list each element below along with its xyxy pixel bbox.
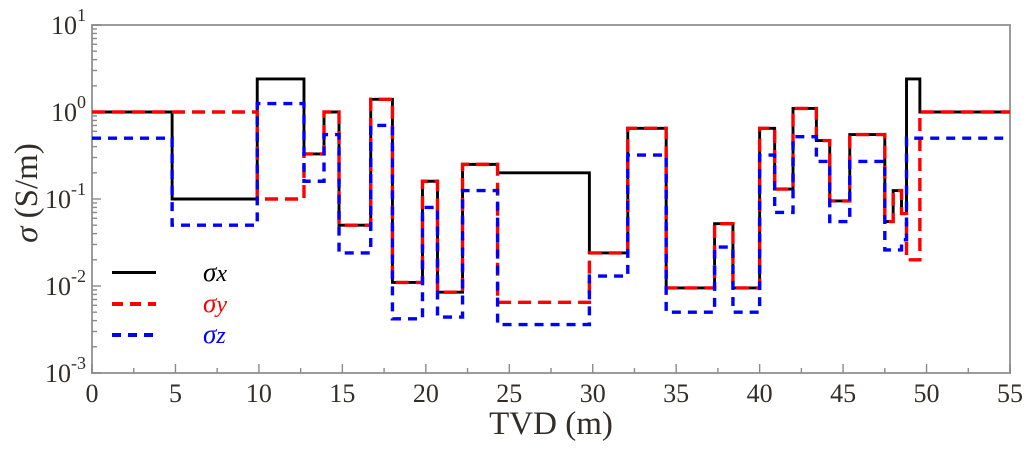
legend-item-sigma-z: σz xyxy=(112,319,227,350)
y-axis-label: σ (S/m) xyxy=(9,107,51,279)
x-tick-label: 55 xyxy=(997,379,1023,408)
series-sigma-x xyxy=(92,77,1010,294)
x-axis-label: TVD (m) xyxy=(489,406,613,442)
legend-line-sample-dashed-blue xyxy=(112,332,156,337)
x-tick-label: 20 xyxy=(413,379,439,408)
x-tick-label: 10 xyxy=(246,379,272,408)
legend-item-sigma-x: σx xyxy=(112,257,227,288)
series-sigma-z xyxy=(92,101,1010,327)
x-tick-label: 15 xyxy=(329,379,355,408)
y-axis-units: (S/m) xyxy=(9,143,45,227)
axis-tick-labels: 0 5 10 15 20 25 30 35 40 45 50 55 101 100 10-1 10-2 10-3 xyxy=(45,5,1023,408)
y-tick-label: 10-2 xyxy=(45,266,86,301)
legend-label-sigma-x: σx xyxy=(203,257,227,287)
y-tick-label: 10-1 xyxy=(45,179,86,214)
legend-item-sigma-y: σy xyxy=(112,288,227,319)
y-tick-label: 100 xyxy=(51,92,86,127)
legend-label-sigma-y: σy xyxy=(203,288,227,318)
x-tick-label: 25 xyxy=(496,379,522,408)
x-tick-label: 5 xyxy=(169,379,182,408)
x-tick-label: 0 xyxy=(86,379,99,408)
axis-ticks xyxy=(91,24,1011,374)
legend: σx σy σz xyxy=(112,257,227,350)
series-sigma-y xyxy=(92,97,1010,304)
x-tick-label: 35 xyxy=(663,379,689,408)
x-tick-label: 40 xyxy=(747,379,773,408)
legend-line-sample-solid xyxy=(112,271,156,274)
y-tick-label: 10-3 xyxy=(45,353,86,388)
x-tick-label: 45 xyxy=(830,379,856,408)
sigma-symbol: σ xyxy=(9,226,45,243)
y-tick-label: 101 xyxy=(51,5,86,40)
x-tick-label: 50 xyxy=(914,379,940,408)
legend-line-sample-dashed-red xyxy=(112,301,156,306)
x-tick-label: 30 xyxy=(580,379,606,408)
legend-label-sigma-z: σz xyxy=(203,319,226,349)
